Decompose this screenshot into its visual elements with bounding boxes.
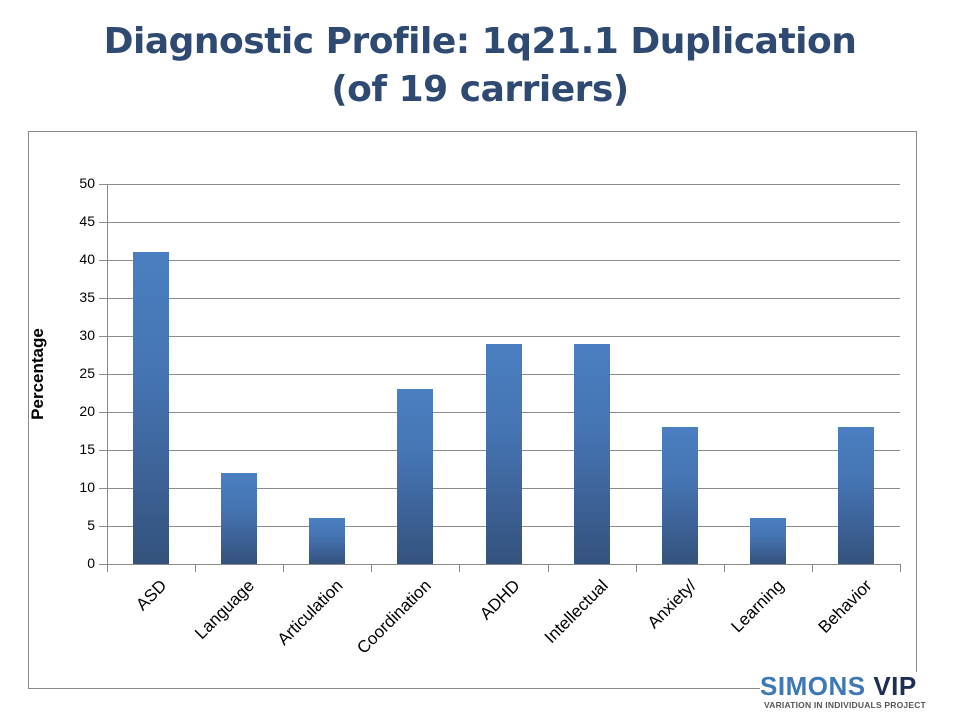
y-tick-label: 35	[79, 289, 95, 305]
bar-behavior	[837, 427, 874, 564]
y-tick-label: 15	[79, 441, 95, 457]
x-tick	[723, 564, 725, 572]
bar-adhd	[485, 343, 522, 564]
x-tick	[900, 564, 901, 572]
y-tick	[99, 488, 107, 489]
y-tick-label: 20	[79, 403, 95, 419]
logo-brand-accent: VIP	[873, 671, 917, 701]
bar-articulation	[309, 518, 346, 564]
bar-anxiety	[661, 427, 698, 564]
y-axis-line	[107, 184, 108, 568]
gridline	[107, 184, 900, 185]
y-tick-label: 30	[79, 327, 95, 343]
y-tick-label: 10	[79, 479, 95, 495]
plot-area: 0 5 10 15 20 25 30 35 40 45 50 ASD Language Articulat…	[79, 175, 901, 658]
title-line-2: (of 19 carriers)	[331, 69, 629, 110]
y-tick-label: 40	[79, 251, 95, 267]
logo-brand: SIMONS	[760, 671, 866, 701]
y-tick	[99, 260, 107, 261]
bar-coordination	[397, 389, 434, 564]
gridline	[107, 222, 900, 223]
chart-frame	[28, 131, 917, 689]
x-tick	[107, 564, 108, 572]
gridline	[107, 336, 900, 337]
y-tick	[99, 450, 107, 451]
y-tick-label: 25	[79, 365, 95, 381]
gridline	[107, 298, 900, 299]
x-tick	[811, 564, 813, 572]
bar-learning	[749, 518, 786, 564]
x-axis-line	[107, 564, 900, 565]
bar-language	[221, 472, 258, 564]
logo-tagline: VARIATION IN INDIVIDUALS PROJECT	[764, 700, 926, 710]
slide-title: Diagnostic Profile: 1q21.1 Duplication (…	[0, 18, 960, 114]
y-tick-label: 0	[87, 555, 95, 571]
y-tick-label: 5	[87, 517, 95, 533]
x-tick	[195, 564, 197, 572]
y-tick	[99, 336, 107, 337]
bar-intellectual	[573, 343, 610, 564]
x-tick	[635, 564, 637, 572]
y-tick-label: 45	[79, 213, 95, 229]
simons-vip-logo: SIMONS VIP VARIATION IN INDIVIDUALS PROJ…	[760, 672, 960, 710]
y-tick	[99, 526, 107, 527]
y-tick-label: 50	[79, 175, 95, 191]
x-tick	[371, 564, 373, 572]
y-tick	[99, 412, 107, 413]
y-axis-title: Percentage	[28, 328, 47, 420]
y-tick	[99, 222, 107, 223]
x-tick	[283, 564, 285, 572]
x-tick	[547, 564, 549, 572]
gridline	[107, 260, 900, 261]
y-tick	[99, 374, 107, 375]
y-tick	[99, 184, 107, 185]
bar-asd	[133, 252, 170, 564]
y-tick	[99, 298, 107, 299]
title-line-1: Diagnostic Profile: 1q21.1 Duplication	[103, 21, 857, 62]
x-tick	[459, 564, 461, 572]
y-tick	[99, 564, 107, 565]
